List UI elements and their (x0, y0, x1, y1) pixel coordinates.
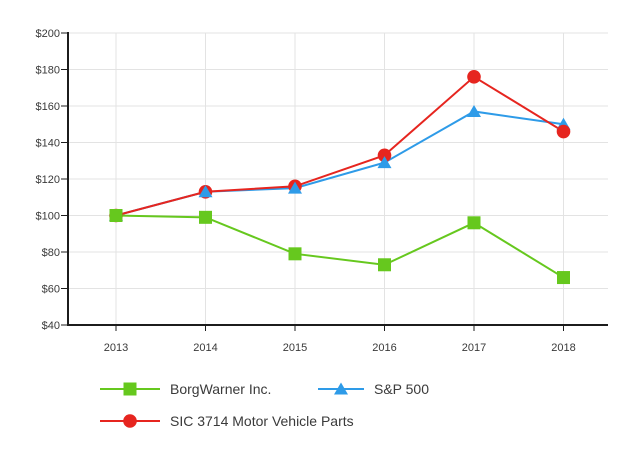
legend-label-sp500: S&P 500 (374, 381, 430, 397)
y-axis-tick-label: $60 (42, 284, 60, 296)
y-axis-tick-label: $160 (36, 101, 60, 113)
x-axis-tick-label: 2014 (193, 342, 217, 354)
series-line-sp500 (115, 110, 564, 217)
legend-marker-circle-icon (100, 414, 160, 428)
y-axis-tick-label: $180 (36, 65, 60, 77)
point-borgwarner-2013 (109, 209, 123, 222)
legend-circle-glyph (123, 414, 137, 428)
point-sp500-2015 (288, 181, 302, 194)
y-axis-tick-label: $120 (36, 174, 60, 186)
point-borgwarner-2016 (378, 258, 391, 272)
legend-item-borgwarner: BorgWarner Inc. (100, 381, 271, 397)
y-axis-tick-label: $200 (36, 28, 60, 40)
y-axis-tick-label: $100 (36, 211, 60, 223)
legend-triangle-glyph (334, 382, 348, 395)
legend-marker-triangle-icon (318, 382, 364, 395)
y-axis-tick-label: $80 (42, 247, 60, 259)
point-sp500-2017 (467, 104, 481, 117)
point-borgwarner-2014 (199, 210, 212, 224)
x-axis-tick-label: 2015 (283, 342, 307, 354)
point-borgwarner-2017 (467, 216, 481, 230)
legend-item-sic3714: SIC 3714 Motor Vehicle Parts (100, 413, 354, 429)
legend-square-glyph (123, 382, 137, 396)
x-axis-tick-label: 2016 (372, 342, 396, 354)
legend-marker-square-icon (100, 382, 160, 396)
point-sic3714-2016 (377, 148, 392, 163)
series-line-borgwarner (115, 214, 565, 279)
x-axis-tick-label: 2018 (551, 342, 575, 354)
point-sp500-2014 (198, 185, 213, 198)
point-sic3714-2017 (467, 70, 481, 84)
point-borgwarner-2015 (288, 247, 302, 261)
x-axis-tick-label: 2013 (104, 342, 128, 354)
point-sic3714-2018 (556, 124, 571, 139)
legend-label-sic3714: SIC 3714 Motor Vehicle Parts (170, 413, 354, 429)
x-axis-tick-label: 2017 (462, 342, 486, 354)
y-axis-tick-label: $40 (42, 320, 60, 332)
legend-label-borgwarner: BorgWarner Inc. (170, 381, 272, 397)
point-borgwarner-2018 (557, 271, 570, 285)
series-line-sic3714 (115, 75, 565, 217)
legend-item-sp500: S&P 500 (318, 381, 429, 397)
point-sp500-2016 (377, 156, 392, 169)
y-axis-tick-label: $140 (36, 138, 60, 150)
